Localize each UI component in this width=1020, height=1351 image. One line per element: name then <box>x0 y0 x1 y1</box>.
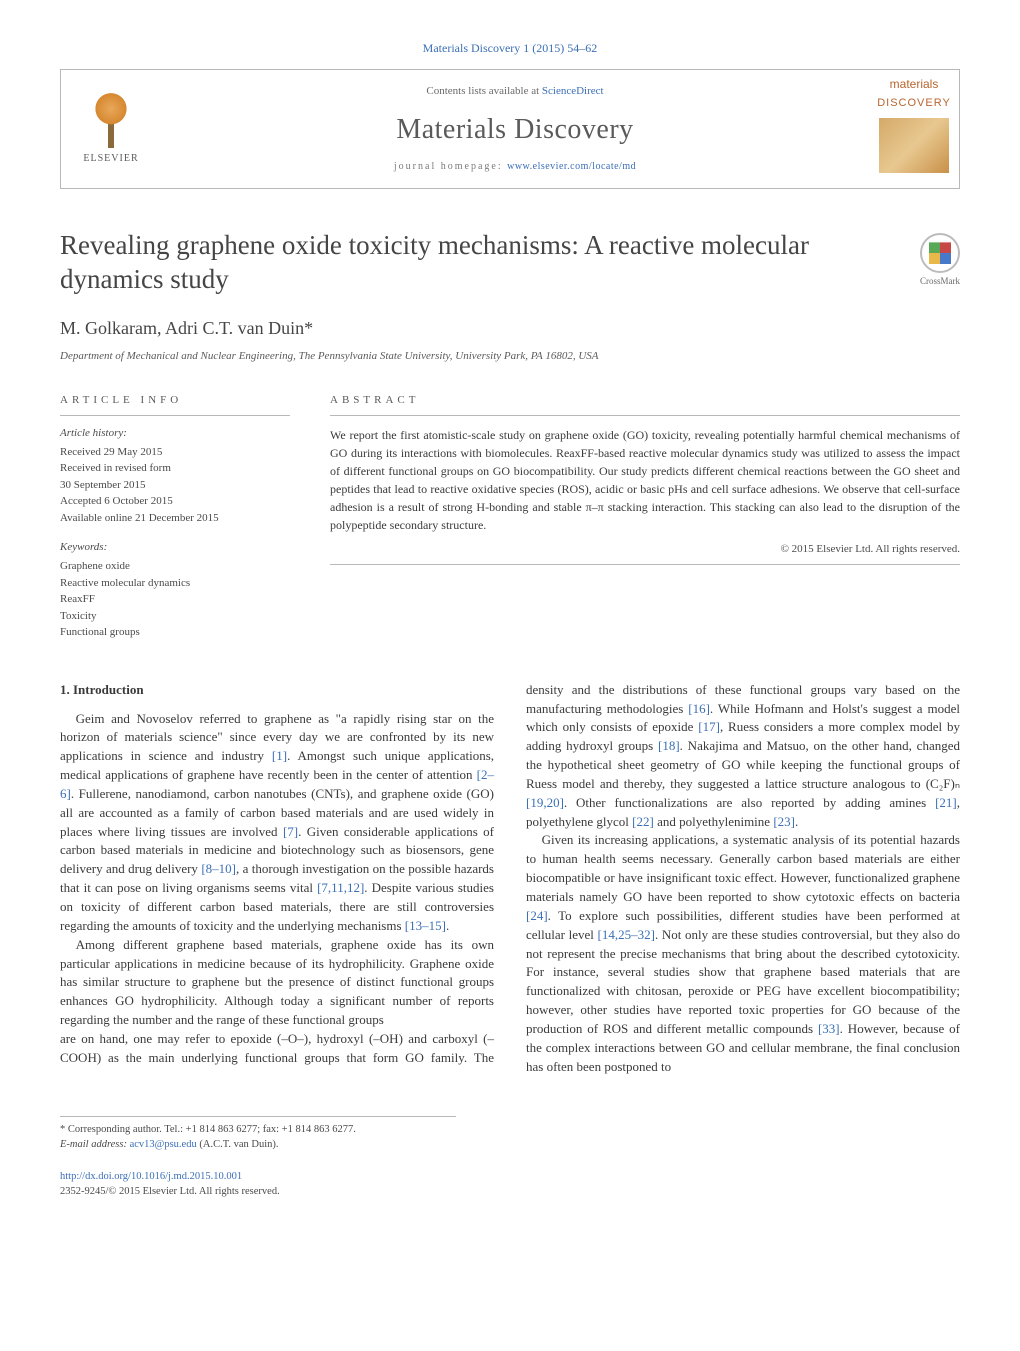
publisher-name: ELSEVIER <box>83 152 138 167</box>
paragraph: Among different graphene based materials… <box>60 936 494 1030</box>
history-item: Available online 21 December 2015 <box>60 510 290 527</box>
cover-word-1: materials <box>890 76 939 93</box>
crossmark-badge[interactable]: CrossMark <box>920 233 960 288</box>
keyword: Functional groups <box>60 624 290 641</box>
email-label: E-mail address: <box>60 1139 130 1150</box>
paragraph: Given its increasing applications, a sys… <box>526 831 960 1076</box>
article-info: article info Article history: Received 2… <box>60 393 290 641</box>
footnotes: * Corresponding author. Tel.: +1 814 863… <box>60 1116 456 1152</box>
crossmark-icon <box>920 233 960 273</box>
journal-name: Materials Discovery <box>396 110 633 151</box>
keyword: ReaxFF <box>60 591 290 608</box>
article-title: Revealing graphene oxide toxicity mechan… <box>60 229 900 297</box>
crossmark-label: CrossMark <box>920 275 960 288</box>
history-item: Accepted 6 October 2015 <box>60 493 290 510</box>
email-line: E-mail address: acv13@psu.edu (A.C.T. va… <box>60 1138 456 1153</box>
citation-link[interactable]: [21] <box>935 795 957 810</box>
citation-link[interactable]: [7,11,12] <box>317 880 364 895</box>
elsevier-tree-icon <box>86 93 136 148</box>
citation-link[interactable]: [1] <box>272 748 287 763</box>
history-item: Received in revised form <box>60 460 290 477</box>
corresponding-author: * Corresponding author. Tel.: +1 814 863… <box>60 1123 456 1138</box>
abstract-text: We report the first atomistic-scale stud… <box>330 426 960 534</box>
keywords-label: Keywords: <box>60 540 290 556</box>
body-text: 1. Introduction Geim and Novoselov refer… <box>60 681 960 1077</box>
citation-link[interactable]: [22] <box>632 814 654 829</box>
title-row: Revealing graphene oxide toxicity mechan… <box>60 229 960 297</box>
contents-available: Contents lists available at ScienceDirec… <box>426 84 603 100</box>
info-abstract-row: article info Article history: Received 2… <box>60 393 960 641</box>
citation-link[interactable]: [23] <box>773 814 795 829</box>
history-item: Received 29 May 2015 <box>60 444 290 461</box>
citation-link[interactable]: [18] <box>658 738 680 753</box>
citation-link[interactable]: [8–10] <box>201 861 236 876</box>
citation-link[interactable]: [13–15] <box>405 918 446 933</box>
affiliation: Department of Mechanical and Nuclear Eng… <box>60 349 960 365</box>
keywords-block: Keywords: Graphene oxide Reactive molecu… <box>60 540 290 640</box>
section-heading: 1. Introduction <box>60 681 494 700</box>
citation-link[interactable]: [19,20] <box>526 795 564 810</box>
journal-cover: materials DISCOVERY <box>869 70 959 188</box>
cover-thumbnail <box>879 118 949 173</box>
journal-reference: Materials Discovery 1 (2015) 54–62 <box>60 40 960 57</box>
abstract-rule <box>330 564 960 565</box>
email-suffix: (A.C.T. van Duin). <box>197 1139 279 1150</box>
contents-prefix: Contents lists available at <box>426 85 541 97</box>
email-link[interactable]: acv13@psu.edu <box>130 1139 197 1150</box>
history-item: 30 September 2015 <box>60 477 290 494</box>
homepage-link[interactable]: www.elsevier.com/locate/md <box>507 161 636 172</box>
citation-link[interactable]: [16] <box>688 701 710 716</box>
abstract: abstract We report the first atomistic-s… <box>330 393 960 641</box>
publisher-logo: ELSEVIER <box>61 70 161 188</box>
citation-link[interactable]: [14,25–32] <box>598 927 655 942</box>
paragraph: Geim and Novoselov referred to graphene … <box>60 710 494 936</box>
history-label: Article history: <box>60 426 290 442</box>
keyword: Graphene oxide <box>60 558 290 575</box>
article-info-label: article info <box>60 393 290 416</box>
abstract-copyright: © 2015 Elsevier Ltd. All rights reserved… <box>330 542 960 558</box>
citation-link[interactable]: [17] <box>698 719 720 734</box>
doi-block: http://dx.doi.org/10.1016/j.md.2015.10.0… <box>60 1169 960 1199</box>
masthead-center: Contents lists available at ScienceDirec… <box>161 70 869 188</box>
homepage-prefix: journal homepage: <box>394 161 507 172</box>
citation-link[interactable]: [33] <box>818 1021 840 1036</box>
issn-copyright: 2352-9245/© 2015 Elsevier Ltd. All right… <box>60 1184 960 1199</box>
doi-link[interactable]: http://dx.doi.org/10.1016/j.md.2015.10.0… <box>60 1169 960 1184</box>
abstract-label: abstract <box>330 393 960 416</box>
keyword: Toxicity <box>60 608 290 625</box>
citation-link[interactable]: [24] <box>526 908 548 923</box>
cover-word-2: DISCOVERY <box>877 96 951 112</box>
masthead: ELSEVIER Contents lists available at Sci… <box>60 69 960 189</box>
sciencedirect-link[interactable]: ScienceDirect <box>542 85 604 97</box>
keyword: Reactive molecular dynamics <box>60 575 290 592</box>
citation-link[interactable]: [7] <box>283 824 298 839</box>
authors: M. Golkaram, Adri C.T. van Duin* <box>60 315 960 341</box>
journal-homepage: journal homepage: www.elsevier.com/locat… <box>394 160 636 175</box>
